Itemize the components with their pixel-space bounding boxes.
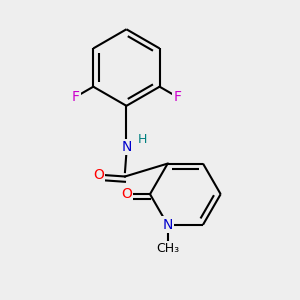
- Text: H: H: [138, 133, 147, 146]
- Text: CH₃: CH₃: [156, 242, 179, 255]
- Text: N: N: [121, 140, 132, 154]
- Text: F: F: [71, 90, 80, 104]
- Text: O: O: [93, 168, 104, 182]
- Text: N: N: [163, 218, 173, 232]
- Text: F: F: [173, 90, 181, 104]
- Text: O: O: [121, 187, 132, 201]
